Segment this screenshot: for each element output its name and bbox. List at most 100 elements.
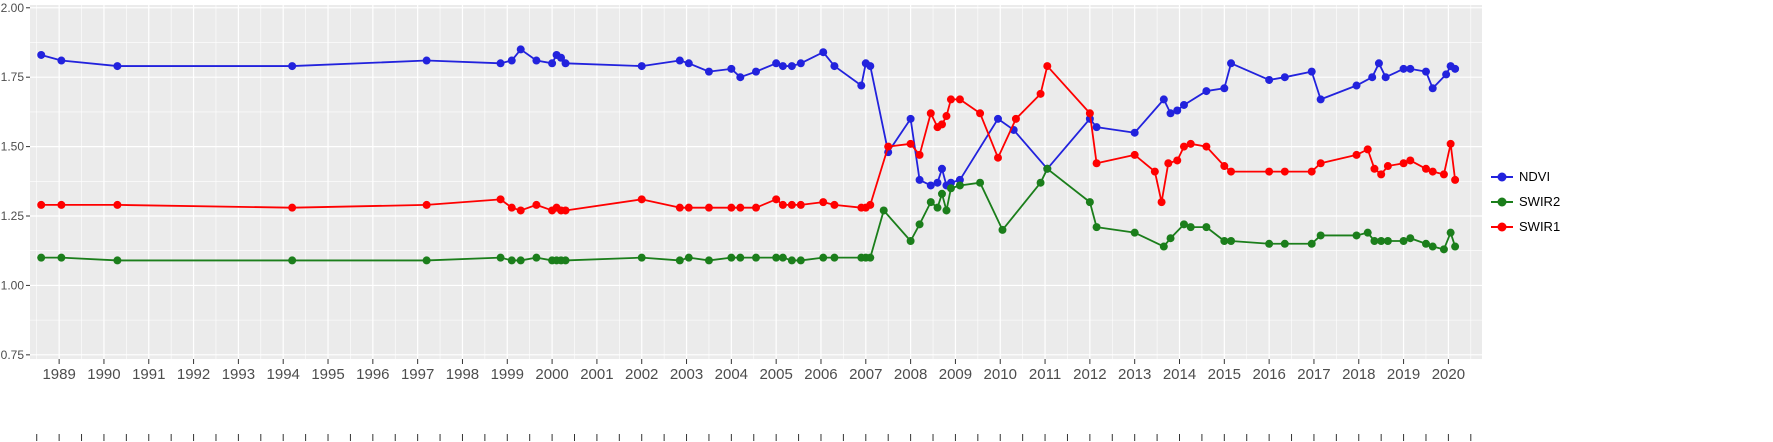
x-axis-tick-label: 2007 xyxy=(849,366,882,383)
data-point-ndvi xyxy=(1399,64,1408,73)
y-axis-tick-label: 1.50 xyxy=(1,140,25,154)
data-point-swir2 xyxy=(772,253,781,262)
data-point-swir1 xyxy=(937,120,946,129)
data-point-ndvi xyxy=(557,53,566,62)
data-point-swir1 xyxy=(113,200,122,209)
data-point-swir1 xyxy=(496,195,505,204)
data-point-swir2 xyxy=(516,256,525,265)
data-point-swir2 xyxy=(1130,228,1139,237)
data-point-ndvi xyxy=(57,56,66,65)
x-axis-tick-label: 2019 xyxy=(1387,366,1420,383)
data-point-swir1 xyxy=(507,203,516,212)
data-point-swir1 xyxy=(422,200,431,209)
legend-item-swir1: SWIR1 xyxy=(1489,215,1560,238)
data-point-swir2 xyxy=(736,253,745,262)
data-point-swir2 xyxy=(1179,220,1188,229)
data-point-swir1 xyxy=(1399,159,1408,168)
data-point-swir1 xyxy=(1011,114,1020,123)
data-point-swir1 xyxy=(1130,150,1139,159)
data-point-ndvi xyxy=(1130,128,1139,137)
x-axis-tick-label: 1993 xyxy=(222,366,255,383)
data-point-swir1 xyxy=(1150,167,1159,176)
data-point-ndvi xyxy=(704,67,713,76)
data-point-swir1 xyxy=(1085,109,1094,118)
data-point-swir2 xyxy=(933,203,942,212)
x-axis-tick-label: 2006 xyxy=(804,366,837,383)
data-point-swir1 xyxy=(1179,142,1188,151)
data-point-swir2 xyxy=(1451,242,1460,251)
data-point-swir2 xyxy=(37,253,46,262)
data-point-ndvi xyxy=(915,175,924,184)
data-point-ndvi xyxy=(1352,81,1361,90)
data-point-swir1 xyxy=(1370,164,1379,173)
data-point-swir2 xyxy=(915,220,924,229)
data-point-swir1 xyxy=(915,150,924,159)
data-point-swir1 xyxy=(1202,142,1211,151)
data-point-swir2 xyxy=(830,253,839,262)
data-point-swir2 xyxy=(1383,237,1392,245)
data-point-ndvi xyxy=(288,62,297,71)
x-axis-tick-label: 1995 xyxy=(311,366,344,383)
x-axis-tick-label: 2020 xyxy=(1432,366,1465,383)
data-point-swir2 xyxy=(1352,231,1361,240)
data-point-ndvi xyxy=(1381,73,1390,82)
data-point-swir1 xyxy=(637,195,646,204)
data-point-ndvi xyxy=(548,59,557,68)
x-axis-tick-label: 2002 xyxy=(625,366,658,383)
data-point-swir2 xyxy=(1446,228,1455,237)
x-axis-tick-label: 2005 xyxy=(759,366,792,383)
x-axis-tick-label: 2004 xyxy=(715,366,748,383)
data-point-swir1 xyxy=(1265,167,1274,176)
data-point-swir1 xyxy=(1186,139,1195,148)
data-point-ndvi xyxy=(1451,64,1460,73)
data-point-swir1 xyxy=(884,142,893,151)
data-point-swir2 xyxy=(976,178,985,187)
data-point-ndvi xyxy=(1092,123,1101,132)
x-axis-tick-label: 2017 xyxy=(1297,366,1330,383)
data-point-swir1 xyxy=(1446,139,1455,148)
y-axis-tick-label: 1.75 xyxy=(1,70,25,84)
legend-label-ndvi: NDVI xyxy=(1519,169,1551,184)
data-point-ndvi xyxy=(955,175,964,184)
data-point-swir1 xyxy=(532,200,541,209)
legend-key-ndvi-icon xyxy=(1491,172,1513,181)
data-point-swir1 xyxy=(57,200,66,209)
legend-key-swir2-icon xyxy=(1491,197,1513,206)
data-point-swir2 xyxy=(704,256,713,265)
x-axis-tick-label: 2001 xyxy=(580,366,613,383)
x-axis-tick-label: 2009 xyxy=(939,366,972,383)
data-point-swir1 xyxy=(1173,156,1182,165)
data-point-swir1 xyxy=(1421,164,1430,173)
data-point-swir1 xyxy=(1092,159,1101,168)
data-point-ndvi xyxy=(1220,84,1229,93)
data-point-swir2 xyxy=(561,256,570,265)
data-point-swir2 xyxy=(1036,178,1045,187)
data-point-swir1 xyxy=(516,206,525,215)
x-axis-tick-label: 1990 xyxy=(87,366,120,383)
data-point-swir1 xyxy=(866,200,875,209)
data-point-ndvi xyxy=(507,56,516,65)
data-point-ndvi xyxy=(1227,59,1236,68)
data-point-swir1 xyxy=(955,95,964,104)
data-point-swir1 xyxy=(1451,175,1460,184)
x-axis-tick-label: 2012 xyxy=(1073,366,1106,383)
data-point-ndvi xyxy=(1442,70,1451,79)
data-point-swir2 xyxy=(1370,237,1379,245)
data-point-ndvi xyxy=(532,56,541,65)
x-axis-tick-label: 1996 xyxy=(356,366,389,383)
data-point-ndvi xyxy=(778,62,787,71)
data-point-ndvi xyxy=(1428,84,1437,93)
data-point-swir1 xyxy=(727,203,736,212)
y-axis-tick-label: 1.25 xyxy=(1,209,25,223)
data-point-swir2 xyxy=(796,256,805,265)
data-point-ndvi xyxy=(1406,64,1415,73)
data-point-ndvi xyxy=(422,56,431,65)
data-point-ndvi xyxy=(1421,67,1430,76)
data-point-swir1 xyxy=(1383,162,1392,171)
data-point-swir2 xyxy=(879,206,888,215)
data-point-swir1 xyxy=(906,139,915,148)
data-point-ndvi xyxy=(1316,95,1325,104)
x-axis-tick-label: 1997 xyxy=(401,366,434,383)
